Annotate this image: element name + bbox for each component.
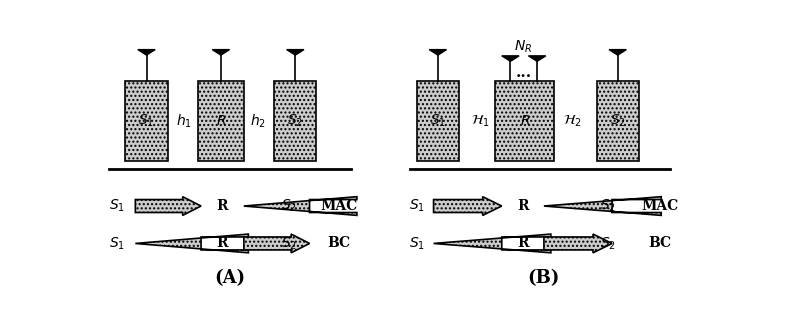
Text: $\mathcal{H}_2$: $\mathcal{H}_2$ — [563, 113, 582, 129]
Text: $S_2$: $S_2$ — [610, 113, 626, 129]
Bar — [126, 81, 167, 161]
Bar — [198, 81, 244, 161]
Text: $S_2$: $S_2$ — [281, 235, 297, 252]
Text: $R$: $R$ — [216, 114, 226, 128]
Text: $h_1$: $h_1$ — [176, 112, 192, 130]
Polygon shape — [212, 50, 230, 55]
Text: BC: BC — [648, 237, 671, 250]
Polygon shape — [244, 197, 357, 215]
Text: $S_1$: $S_1$ — [138, 113, 154, 129]
Text: $S_2$: $S_2$ — [281, 198, 297, 214]
Bar — [495, 81, 554, 161]
Polygon shape — [135, 234, 248, 253]
Text: $S_1$: $S_1$ — [410, 198, 426, 214]
Polygon shape — [434, 234, 551, 253]
Text: (A): (A) — [214, 269, 246, 287]
Text: MAC: MAC — [642, 199, 678, 213]
Polygon shape — [502, 56, 519, 61]
Text: $S_1$: $S_1$ — [430, 113, 446, 129]
Text: $\mathcal{H}_1$: $\mathcal{H}_1$ — [471, 113, 490, 129]
Text: R: R — [517, 199, 529, 213]
Polygon shape — [434, 197, 502, 215]
Polygon shape — [544, 197, 662, 215]
Text: $S_2$: $S_2$ — [600, 235, 617, 252]
Text: $S_1$: $S_1$ — [110, 198, 126, 214]
Polygon shape — [135, 197, 201, 215]
Text: R: R — [517, 237, 529, 250]
Text: R: R — [216, 237, 228, 250]
Polygon shape — [430, 50, 446, 55]
Text: $S_2$: $S_2$ — [287, 113, 303, 129]
Bar — [417, 81, 459, 161]
Text: $h_2$: $h_2$ — [250, 112, 266, 130]
Polygon shape — [286, 50, 304, 55]
Text: BC: BC — [327, 237, 350, 250]
Bar — [274, 81, 316, 161]
Text: MAC: MAC — [320, 199, 358, 213]
Text: $N_R$: $N_R$ — [514, 38, 533, 54]
Text: $S_2$: $S_2$ — [600, 198, 617, 214]
Bar — [597, 81, 638, 161]
Polygon shape — [544, 234, 612, 253]
Polygon shape — [529, 56, 546, 61]
Text: ...: ... — [515, 65, 531, 80]
Text: $S_1$: $S_1$ — [410, 235, 426, 252]
Polygon shape — [244, 234, 310, 253]
Polygon shape — [609, 50, 626, 55]
Text: $S_1$: $S_1$ — [110, 235, 126, 252]
Text: R: R — [216, 199, 228, 213]
Text: (B): (B) — [527, 269, 559, 287]
Polygon shape — [138, 50, 155, 55]
Text: $R$: $R$ — [519, 114, 530, 128]
